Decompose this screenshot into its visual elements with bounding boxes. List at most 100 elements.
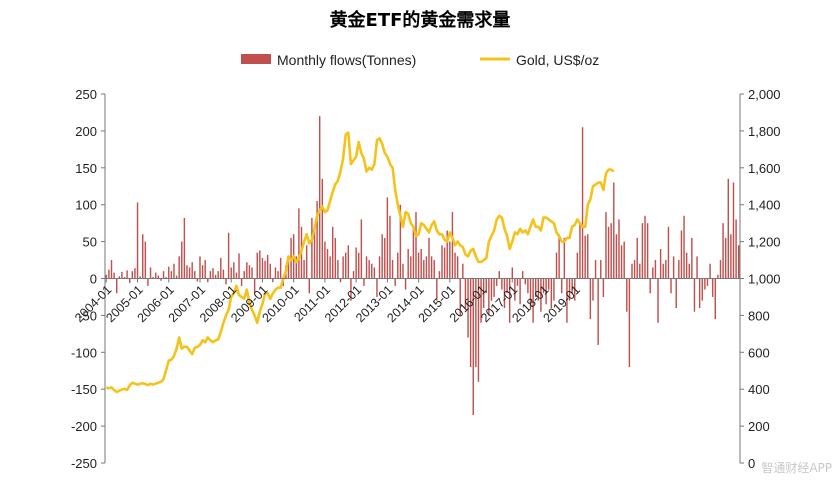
flow-bar: [613, 182, 615, 279]
flow-bar: [618, 219, 620, 279]
right-tick-label: 1,800: [748, 124, 781, 139]
flow-bar: [576, 252, 579, 279]
flow-bar: [581, 127, 584, 279]
flow-bar: [727, 178, 729, 279]
flow-bar: [563, 237, 566, 279]
right-tick-label: 0: [748, 456, 755, 471]
flow-bar: [626, 278, 628, 312]
flow-bar: [644, 215, 646, 279]
flow-bar: [272, 278, 274, 283]
flow-bar: [118, 276, 121, 279]
flow-bar: [633, 260, 636, 279]
flow-bar: [449, 241, 451, 279]
flow-bar: [732, 182, 735, 279]
flow-bar: [714, 278, 716, 320]
flow-bar: [305, 245, 308, 279]
left-tick-label: 0: [90, 272, 97, 287]
flow-bar: [446, 230, 448, 279]
flow-bar: [722, 223, 724, 279]
flow-bar: [597, 278, 599, 345]
flow-bar: [391, 260, 394, 279]
flow-bar: [680, 230, 683, 279]
legend: Monthly flows(Tonnes) Gold, US$/oz: [241, 52, 599, 68]
legend-bar-swatch: [241, 54, 271, 64]
flow-bar: [220, 257, 222, 279]
flow-bar: [631, 263, 633, 279]
flow-bar: [412, 226, 415, 279]
flow-bar: [639, 263, 641, 279]
flow-bar: [347, 245, 350, 279]
flow-bar: [316, 201, 318, 279]
flow-bar: [222, 269, 225, 279]
chart-title: 黄金ETF的黄金需求量: [330, 9, 511, 31]
right-tick-label: 2,000: [748, 87, 781, 102]
flow-bar: [126, 270, 128, 279]
flow-bar: [308, 278, 311, 294]
flow-bar: [709, 263, 711, 279]
flow-bar: [706, 278, 709, 286]
flow-bar: [186, 265, 188, 279]
flow-bar: [157, 275, 160, 279]
flow-bar: [433, 260, 435, 279]
flow-bar: [475, 278, 477, 368]
flow-bar: [459, 278, 461, 316]
flow-bar: [269, 263, 271, 279]
flow-bar: [534, 278, 537, 297]
flow-bar: [108, 269, 110, 279]
flow-bar: [243, 271, 245, 279]
flow-bar: [183, 217, 186, 279]
flow-bar: [464, 278, 467, 309]
flow-bar: [350, 278, 352, 301]
flow-bar: [264, 260, 266, 279]
flow-bar: [456, 256, 459, 279]
flow-bar: [670, 278, 672, 294]
left-tick-label: -200: [71, 419, 97, 434]
flow-bar: [693, 278, 696, 312]
flow-bar: [318, 116, 321, 279]
left-tick-label: 100: [75, 198, 97, 213]
left-tick-label: -100: [71, 345, 97, 360]
flow-bar: [181, 241, 183, 279]
flow-bar: [550, 278, 553, 309]
right-axis-ticks: 2,000 1,800 1,600 1,400 1,200 1,000 800 600 400 2…: [740, 87, 781, 471]
flow-bar: [490, 278, 493, 301]
flow-bar: [384, 237, 386, 279]
flow-bar: [168, 266, 170, 279]
flow-bar: [235, 272, 238, 279]
flow-bar: [352, 271, 355, 279]
right-tick-label: 800: [748, 308, 770, 323]
flow-bar: [355, 247, 357, 279]
flow-bar: [529, 278, 532, 309]
flow-bar: [209, 271, 212, 279]
flow-bar: [131, 271, 134, 279]
flow-bar: [339, 278, 342, 283]
flow-bar: [425, 256, 428, 279]
flow-bar: [495, 278, 498, 286]
flow-bar: [376, 278, 378, 297]
flow-bar: [506, 278, 508, 294]
flow-bar: [152, 277, 154, 279]
flow-bar: [238, 253, 240, 279]
flow-bar: [574, 278, 576, 301]
flow-bar: [675, 278, 677, 309]
flow-bar: [717, 274, 719, 279]
x-axis-ticks: 2004-012005-012006-012007-012008-012009-…: [72, 278, 583, 325]
flow-bar: [170, 271, 173, 279]
flow-bar: [373, 267, 376, 279]
flow-bar: [342, 256, 344, 279]
flow-bar: [678, 260, 680, 279]
flow-bar: [683, 215, 685, 279]
flow-bar: [368, 260, 370, 279]
flow-bar: [498, 271, 500, 279]
flow-bar: [516, 278, 519, 286]
flow-bar: [672, 256, 675, 279]
flow-bar: [654, 260, 657, 279]
flow-bar: [428, 237, 430, 279]
flow-bar: [217, 271, 219, 279]
flow-bar: [493, 278, 495, 297]
left-tick-label: 250: [75, 87, 97, 102]
flow-bar: [303, 260, 305, 279]
flow-bar: [417, 252, 420, 279]
flow-bar: [423, 260, 425, 279]
